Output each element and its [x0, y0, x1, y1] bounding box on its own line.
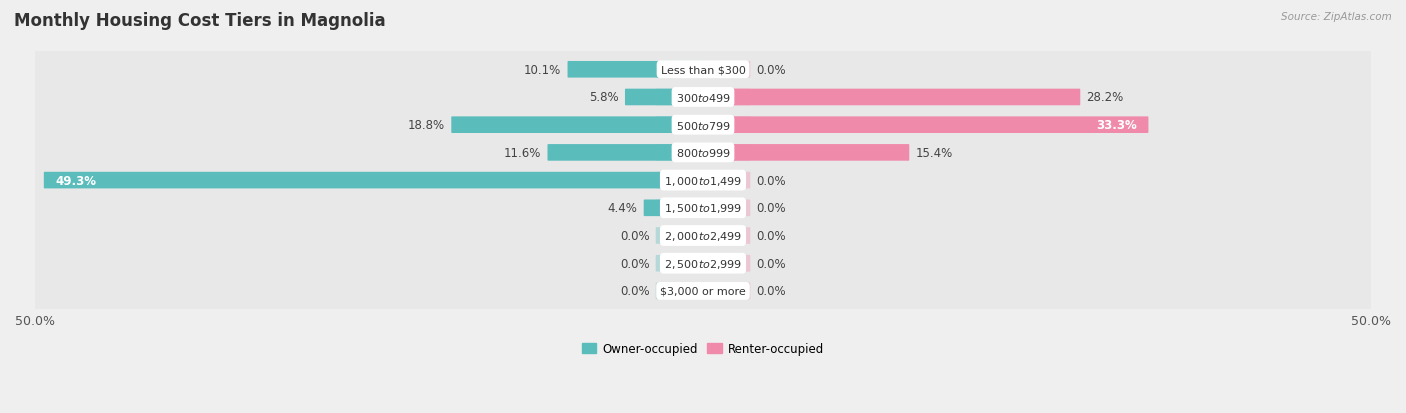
FancyBboxPatch shape — [44, 172, 703, 189]
Text: 28.2%: 28.2% — [1087, 91, 1123, 104]
FancyBboxPatch shape — [703, 200, 751, 216]
FancyBboxPatch shape — [655, 145, 703, 161]
Text: 15.4%: 15.4% — [915, 147, 953, 159]
FancyBboxPatch shape — [703, 145, 910, 161]
FancyBboxPatch shape — [547, 145, 703, 161]
FancyBboxPatch shape — [703, 172, 751, 189]
Text: 0.0%: 0.0% — [756, 230, 786, 242]
Text: $2,000 to $2,499: $2,000 to $2,499 — [664, 230, 742, 242]
FancyBboxPatch shape — [655, 172, 703, 189]
FancyBboxPatch shape — [34, 161, 1372, 200]
FancyBboxPatch shape — [34, 50, 1372, 90]
Text: 5.8%: 5.8% — [589, 91, 619, 104]
Text: 0.0%: 0.0% — [756, 64, 786, 76]
Text: 33.3%: 33.3% — [1097, 119, 1137, 132]
Text: 18.8%: 18.8% — [408, 119, 446, 132]
Text: 0.0%: 0.0% — [756, 202, 786, 215]
Text: $3,000 or more: $3,000 or more — [661, 286, 745, 296]
FancyBboxPatch shape — [34, 188, 1372, 228]
FancyBboxPatch shape — [568, 62, 703, 78]
FancyBboxPatch shape — [703, 145, 751, 161]
Text: Monthly Housing Cost Tiers in Magnolia: Monthly Housing Cost Tiers in Magnolia — [14, 12, 385, 30]
Text: 10.1%: 10.1% — [524, 64, 561, 76]
FancyBboxPatch shape — [703, 117, 751, 134]
Text: Source: ZipAtlas.com: Source: ZipAtlas.com — [1281, 12, 1392, 22]
Text: 0.0%: 0.0% — [756, 174, 786, 187]
Text: 49.3%: 49.3% — [55, 174, 96, 187]
FancyBboxPatch shape — [34, 271, 1372, 311]
FancyBboxPatch shape — [703, 90, 1080, 106]
FancyBboxPatch shape — [34, 244, 1372, 283]
Text: 0.0%: 0.0% — [756, 257, 786, 270]
FancyBboxPatch shape — [703, 62, 751, 78]
Text: 0.0%: 0.0% — [756, 285, 786, 298]
FancyBboxPatch shape — [626, 90, 703, 106]
Text: 11.6%: 11.6% — [503, 147, 541, 159]
FancyBboxPatch shape — [655, 117, 703, 134]
Text: 0.0%: 0.0% — [620, 230, 650, 242]
FancyBboxPatch shape — [655, 283, 703, 299]
Text: $2,500 to $2,999: $2,500 to $2,999 — [664, 257, 742, 270]
FancyBboxPatch shape — [451, 117, 703, 134]
FancyBboxPatch shape — [644, 200, 703, 216]
FancyBboxPatch shape — [703, 90, 751, 106]
FancyBboxPatch shape — [34, 133, 1372, 173]
FancyBboxPatch shape — [703, 283, 751, 299]
FancyBboxPatch shape — [655, 255, 703, 272]
FancyBboxPatch shape — [703, 117, 1149, 134]
FancyBboxPatch shape — [34, 78, 1372, 118]
Legend: Owner-occupied, Renter-occupied: Owner-occupied, Renter-occupied — [578, 337, 828, 360]
Text: 0.0%: 0.0% — [620, 257, 650, 270]
Text: $500 to $799: $500 to $799 — [675, 119, 731, 131]
Text: $300 to $499: $300 to $499 — [675, 92, 731, 104]
Text: $800 to $999: $800 to $999 — [675, 147, 731, 159]
FancyBboxPatch shape — [703, 255, 751, 272]
FancyBboxPatch shape — [34, 216, 1372, 256]
FancyBboxPatch shape — [655, 200, 703, 216]
Text: 0.0%: 0.0% — [620, 285, 650, 298]
Text: $1,000 to $1,499: $1,000 to $1,499 — [664, 174, 742, 187]
Text: $1,500 to $1,999: $1,500 to $1,999 — [664, 202, 742, 215]
FancyBboxPatch shape — [655, 90, 703, 106]
FancyBboxPatch shape — [34, 106, 1372, 145]
FancyBboxPatch shape — [655, 62, 703, 78]
FancyBboxPatch shape — [703, 228, 751, 244]
Text: 4.4%: 4.4% — [607, 202, 637, 215]
FancyBboxPatch shape — [655, 228, 703, 244]
Text: Less than $300: Less than $300 — [661, 65, 745, 75]
